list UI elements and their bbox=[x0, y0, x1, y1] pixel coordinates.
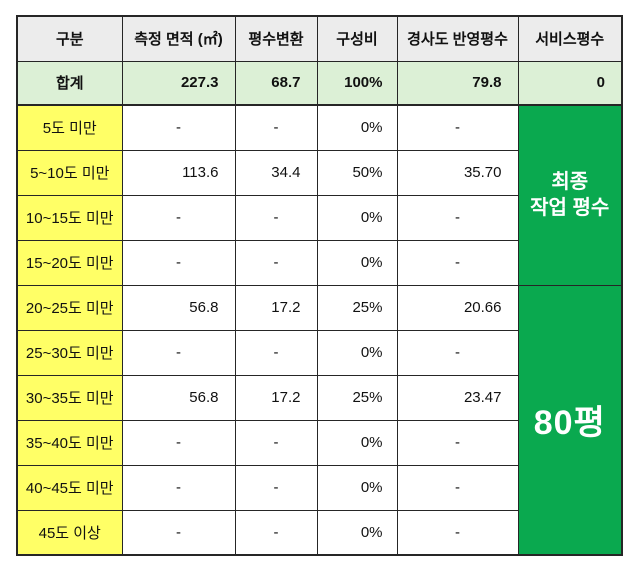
category-cell: 15~20도 미만 bbox=[16, 239, 123, 286]
pyeong-cell: - bbox=[234, 104, 318, 151]
category-cell: 20~25도 미만 bbox=[16, 284, 123, 331]
pyeong-cell: - bbox=[234, 419, 318, 466]
ratio-cell: 0% bbox=[316, 329, 398, 376]
ratio-cell: 0% bbox=[316, 104, 398, 151]
area-cell: - bbox=[121, 419, 236, 466]
header-service-pyeong: 서비스평수 bbox=[517, 15, 623, 62]
total-label-cell: 합계 bbox=[16, 60, 123, 106]
pyeong-cell: 17.2 bbox=[234, 374, 318, 421]
slope-pyeong-cell: 20.66 bbox=[396, 284, 519, 331]
category-cell: 5~10도 미만 bbox=[16, 149, 123, 196]
slope-pyeong-cell: - bbox=[396, 194, 519, 241]
header-pyeong-conversion: 평수변환 bbox=[234, 15, 318, 62]
area-cell: 113.6 bbox=[121, 149, 236, 196]
header-slope-adjusted-pyeong: 경사도 반영평수 bbox=[396, 15, 519, 62]
slope-area-table-sheet: 구분 측정 면적 (㎡) 평수변환 구성비 경사도 반영평수 서비스평수 합계 … bbox=[16, 15, 623, 556]
slope-pyeong-cell: - bbox=[396, 464, 519, 511]
ratio-cell: 0% bbox=[316, 464, 398, 511]
total-80-pyeong-cell: 80평 bbox=[517, 284, 623, 556]
total-pyeong-cell: 68.7 bbox=[234, 60, 318, 106]
header-category: 구분 bbox=[16, 15, 123, 62]
category-cell: 45도 이상 bbox=[16, 509, 123, 556]
area-cell: - bbox=[121, 194, 236, 241]
area-cell: - bbox=[121, 509, 236, 556]
slope-pyeong-cell: - bbox=[396, 329, 519, 376]
table-row: 15~20도 미만 - - 0% - bbox=[16, 239, 622, 286]
ratio-cell: 0% bbox=[316, 419, 398, 466]
pyeong-cell: - bbox=[234, 194, 318, 241]
slope-pyeong-cell: 35.70 bbox=[396, 149, 519, 196]
table-row: 5도 미만 - - 0% - 최종 작업 평수 bbox=[16, 104, 623, 286]
category-cell: 35~40도 미만 bbox=[16, 419, 123, 466]
table-row: 35~40도 미만 - - 0% - bbox=[16, 419, 622, 466]
table-row: 20~25도 미만 56.8 17.2 25% 20.66 80평 bbox=[16, 284, 623, 556]
ratio-cell: 0% bbox=[316, 509, 398, 556]
category-cell: 10~15도 미만 bbox=[16, 194, 123, 241]
category-cell: 30~35도 미만 bbox=[16, 374, 123, 421]
area-cell: - bbox=[121, 239, 236, 286]
slope-pyeong-cell: - bbox=[396, 104, 519, 151]
table-row: 5~10도 미만 113.6 34.4 50% 35.70 bbox=[16, 149, 622, 196]
slope-area-table: 구분 측정 면적 (㎡) 평수변환 구성비 경사도 반영평수 서비스평수 합계 … bbox=[16, 15, 623, 556]
area-cell: - bbox=[121, 464, 236, 511]
final-work-pyeong-line1: 최종 bbox=[551, 171, 589, 194]
header-composition-ratio: 구성비 bbox=[316, 15, 398, 62]
pyeong-cell: 17.2 bbox=[234, 284, 318, 331]
pyeong-cell: - bbox=[234, 464, 318, 511]
area-cell: - bbox=[121, 104, 236, 151]
total-ratio-cell: 100% bbox=[316, 60, 398, 106]
slope-pyeong-cell: 23.47 bbox=[396, 374, 519, 421]
ratio-cell: 50% bbox=[316, 149, 398, 196]
table-row: 40~45도 미만 - - 0% - bbox=[16, 464, 622, 511]
ratio-cell: 0% bbox=[316, 239, 398, 286]
pyeong-cell: - bbox=[234, 509, 318, 556]
slope-pyeong-cell: - bbox=[396, 239, 519, 286]
area-cell: - bbox=[121, 329, 236, 376]
header-measured-area: 측정 면적 (㎡) bbox=[121, 15, 236, 62]
category-cell: 5도 미만 bbox=[16, 104, 123, 151]
category-cell: 25~30도 미만 bbox=[16, 329, 123, 376]
table-row: 30~35도 미만 56.8 17.2 25% 23.47 bbox=[16, 374, 622, 421]
area-cell: 56.8 bbox=[121, 374, 236, 421]
slope-pyeong-cell: - bbox=[396, 509, 519, 556]
final-work-pyeong-line2: 작업 평수 bbox=[530, 197, 610, 220]
pyeong-cell: - bbox=[234, 239, 318, 286]
table-row: 45도 이상 - - 0% - bbox=[16, 509, 622, 556]
total-slope-pyeong-cell: 79.8 bbox=[396, 60, 519, 106]
slope-pyeong-cell: - bbox=[396, 419, 519, 466]
header-row: 구분 측정 면적 (㎡) 평수변환 구성비 경사도 반영평수 서비스평수 bbox=[16, 15, 623, 62]
area-cell: 56.8 bbox=[121, 284, 236, 331]
final-work-pyeong-cell: 최종 작업 평수 bbox=[517, 104, 623, 286]
ratio-cell: 25% bbox=[316, 374, 398, 421]
pyeong-cell: - bbox=[234, 329, 318, 376]
total-area-cell: 227.3 bbox=[121, 60, 236, 106]
category-cell: 40~45도 미만 bbox=[16, 464, 123, 511]
table-row: 10~15도 미만 - - 0% - bbox=[16, 194, 622, 241]
total-row: 합계 227.3 68.7 100% 79.8 0 bbox=[16, 60, 623, 106]
pyeong-cell: 34.4 bbox=[234, 149, 318, 196]
total-service-pyeong-cell: 0 bbox=[517, 60, 623, 106]
ratio-cell: 0% bbox=[316, 194, 398, 241]
ratio-cell: 25% bbox=[316, 284, 398, 331]
